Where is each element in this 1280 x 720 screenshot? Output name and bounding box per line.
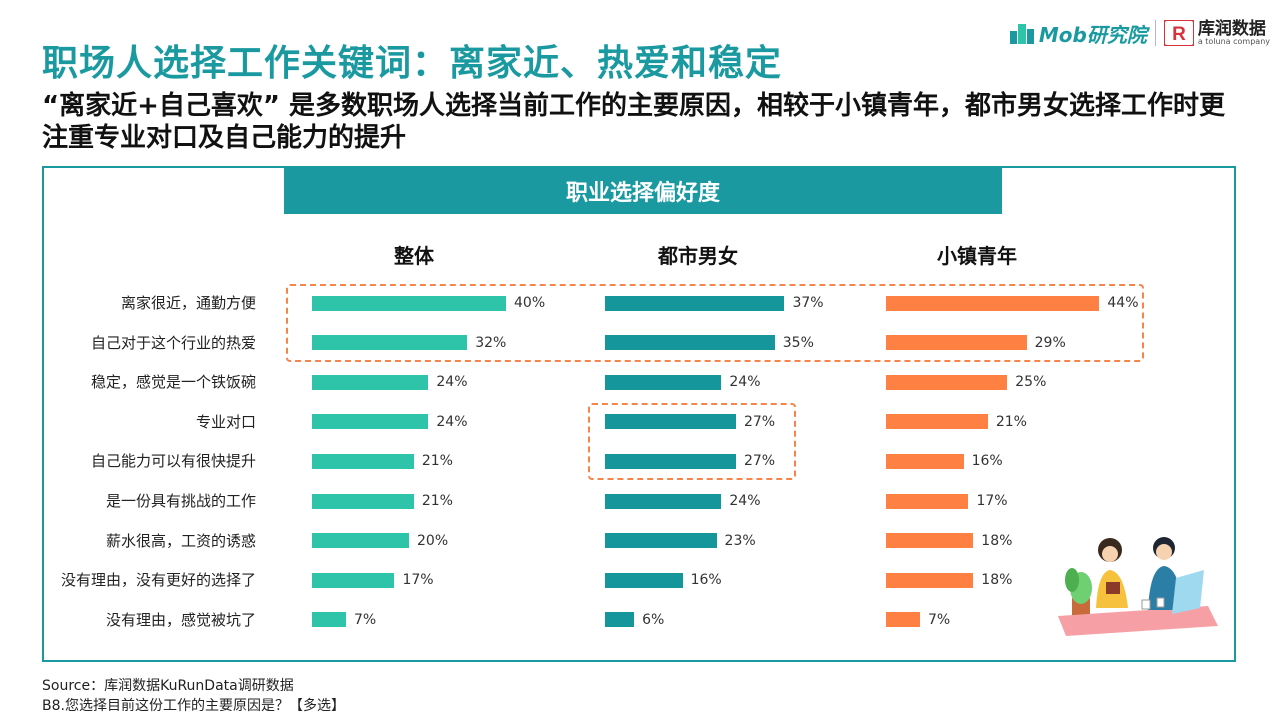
kurun-logo: R 库润数据 a toluna company bbox=[1163, 18, 1270, 46]
question-note: B8.您选择目前这份工作的主要原因是？【多选】 bbox=[42, 698, 345, 714]
bar-value-label: 24% bbox=[729, 374, 761, 391]
category-label: 没有理由，没有更好的选择了 bbox=[60, 571, 256, 590]
bar bbox=[312, 335, 468, 351]
kurun-logo-subtext: a toluna company bbox=[1197, 36, 1270, 46]
category-label: 自己对于这个行业的热爱 bbox=[90, 333, 256, 352]
bar bbox=[605, 335, 775, 351]
category-label: 自己能力可以有很快提升 bbox=[90, 452, 256, 471]
page-subtitle: “离家近+自己喜欢” 是多数职场人选择当前工作的主要原因，相较于小镇青年，都市男… bbox=[42, 91, 1226, 153]
bar-value-label: 24% bbox=[436, 413, 468, 430]
bar-value-label: 21% bbox=[421, 453, 453, 470]
bar-value-label: 29% bbox=[1034, 334, 1066, 351]
bar-value-label: 6% bbox=[642, 611, 665, 628]
bar bbox=[605, 533, 717, 549]
bar-value-label: 18% bbox=[981, 532, 1013, 549]
series-title-0: 整体 bbox=[394, 244, 434, 268]
bar bbox=[605, 295, 785, 311]
bar bbox=[605, 453, 736, 469]
bar-value-label: 21% bbox=[421, 493, 453, 509]
bar bbox=[605, 493, 722, 509]
bar-value-label: 17% bbox=[976, 493, 1008, 509]
bar bbox=[312, 533, 409, 549]
bar bbox=[886, 335, 1027, 351]
category-label: 是一份具有挑战的工作 bbox=[105, 492, 256, 510]
bar bbox=[605, 572, 683, 588]
bar bbox=[886, 493, 969, 509]
bar bbox=[886, 572, 974, 588]
chart-panel bbox=[42, 166, 1236, 662]
bar-value-label: 7% bbox=[353, 611, 377, 628]
bar bbox=[312, 572, 395, 588]
bar bbox=[312, 295, 506, 311]
people-working-illustration bbox=[1058, 537, 1218, 636]
series-title-2: 小镇青年 bbox=[937, 244, 1017, 268]
category-label: 薪水很高，工资的诱惑 bbox=[105, 531, 256, 550]
bar bbox=[312, 453, 414, 469]
bar bbox=[605, 414, 736, 430]
kurun-r-icon: R bbox=[1163, 20, 1194, 46]
highlight-box-top-reasons bbox=[286, 284, 1144, 362]
bar-value-label: 18% bbox=[981, 572, 1013, 589]
bar bbox=[605, 612, 635, 628]
kurun-logo-text: 库润数据 bbox=[1197, 18, 1266, 39]
bar-value-label: 7% bbox=[927, 611, 951, 628]
bar-value-label: 32% bbox=[475, 334, 507, 351]
bar-value-label: 44% bbox=[1107, 295, 1139, 311]
bar bbox=[886, 453, 964, 469]
bar bbox=[886, 612, 920, 628]
mob-building-icon bbox=[1009, 24, 1034, 44]
bar bbox=[312, 493, 414, 509]
bar-value-label: 17% bbox=[402, 572, 434, 589]
bar bbox=[886, 374, 1008, 390]
category-label: 稳定，感觉是一个铁饭碗 bbox=[90, 373, 256, 392]
bar-value-label: 24% bbox=[729, 493, 761, 509]
logo-divider bbox=[1154, 20, 1156, 46]
series-title-1: 都市男女 bbox=[658, 244, 738, 268]
bar-value-label: 16% bbox=[971, 453, 1003, 470]
bar bbox=[312, 612, 346, 628]
page-title: 职场人选择工作关键词：离家近、热爱和稳定 bbox=[42, 43, 783, 84]
bar bbox=[886, 414, 988, 430]
bar-value-label: 27% bbox=[743, 413, 776, 430]
bar bbox=[312, 374, 429, 390]
bar-value-label: 27% bbox=[743, 453, 776, 470]
bar-value-label: 23% bbox=[724, 532, 756, 549]
bar-value-label: 16% bbox=[690, 572, 722, 589]
category-label: 没有理由，感觉被坑了 bbox=[105, 610, 256, 629]
bar-value-label: 20% bbox=[417, 532, 449, 549]
category-label: 离家很近，通勤方便 bbox=[120, 294, 256, 312]
chart-title: 职业选择偏好度 bbox=[284, 168, 1002, 214]
logo-group: Mob研究院 R 库润数据 a toluna company bbox=[1009, 16, 1270, 50]
bar-value-label: 25% bbox=[1015, 374, 1047, 391]
bar bbox=[886, 533, 974, 549]
bar-value-label: 40% bbox=[514, 295, 546, 311]
bar-value-label: 21% bbox=[995, 413, 1027, 430]
highlight-box-urban bbox=[588, 402, 796, 481]
source-note: Source：库润数据KuRunData调研数据 bbox=[42, 678, 294, 694]
bar-value-label: 24% bbox=[436, 374, 468, 391]
category-label: 专业对口 bbox=[195, 412, 256, 431]
kurun-mark: R bbox=[1172, 24, 1186, 45]
bar bbox=[886, 295, 1100, 311]
bar bbox=[312, 414, 429, 430]
bar-value-label: 37% bbox=[792, 295, 824, 311]
bar bbox=[605, 374, 722, 390]
bar-value-label: 35% bbox=[782, 334, 814, 351]
mob-logo-text: Mob研究院 bbox=[1038, 22, 1147, 47]
mob-logo: Mob研究院 bbox=[1009, 19, 1147, 48]
